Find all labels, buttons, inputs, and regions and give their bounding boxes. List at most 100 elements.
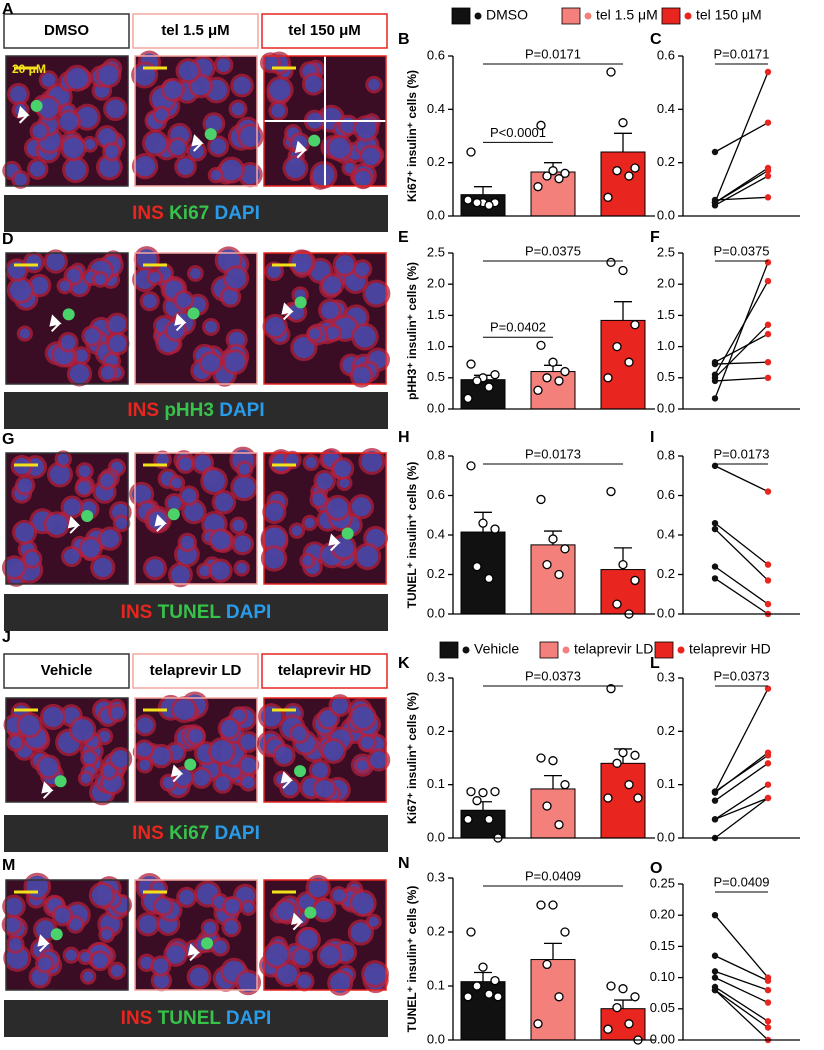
paired-line	[714, 797, 769, 820]
data-point	[711, 360, 719, 368]
data-point	[618, 559, 628, 570]
nucleus	[81, 539, 100, 558]
y-tick-label: 2.5	[427, 244, 445, 259]
legend-dot	[474, 12, 482, 20]
y-tick-label: 1.0	[427, 338, 445, 353]
paired-line	[714, 324, 769, 379]
nucleus	[15, 522, 35, 542]
group-header-box	[132, 13, 259, 49]
data-point	[630, 750, 640, 760]
nucleus	[155, 108, 168, 121]
nucleus	[231, 102, 245, 116]
data-point	[463, 393, 473, 404]
nucleus	[181, 488, 197, 504]
micrograph-frame	[5, 879, 129, 991]
data-point	[554, 820, 564, 830]
data-point	[764, 374, 772, 381]
nucleus	[312, 493, 325, 506]
group-header-box	[3, 13, 130, 49]
nucleus	[304, 517, 315, 528]
paired-line	[714, 970, 769, 991]
data-point	[618, 984, 628, 994]
y-tick-label: 0.0	[427, 605, 445, 620]
nucleus	[138, 915, 158, 934]
nucleus	[59, 280, 71, 292]
nucleus	[238, 972, 259, 993]
bar	[600, 569, 646, 615]
significance-label: P=0.0375	[713, 243, 769, 258]
nucleus	[171, 477, 183, 489]
nucleus	[203, 470, 225, 492]
nucleus	[94, 273, 106, 285]
data-point	[472, 561, 482, 572]
nucleus	[106, 99, 125, 119]
nucleus	[204, 320, 217, 333]
stain-word: TUNEL	[158, 602, 222, 623]
significance-label: P<0.0001	[490, 125, 546, 140]
micrograph-frame	[5, 252, 129, 385]
data-point	[554, 174, 564, 184]
nucleus	[339, 477, 350, 488]
nucleus	[242, 776, 255, 789]
group-header: Vehicle	[41, 662, 93, 679]
nucleus	[66, 268, 81, 283]
nucleus	[166, 945, 185, 964]
legend-label: telaprevir LD	[574, 641, 653, 657]
nucleus	[72, 719, 94, 741]
nucleus	[292, 726, 307, 741]
stain-word: INS	[121, 1008, 153, 1029]
paired-line	[714, 280, 769, 376]
data-point	[536, 494, 546, 505]
micrograph-frame	[134, 452, 258, 585]
micrograph	[5, 249, 130, 387]
y-tick-label: 0.6	[657, 487, 675, 502]
nucleus	[42, 706, 64, 728]
nucleus	[91, 884, 113, 906]
nucleus	[210, 169, 222, 181]
panel-letter: B	[398, 31, 410, 48]
positive-nucleus	[294, 765, 307, 778]
paired-line	[714, 797, 769, 839]
data-point	[633, 793, 643, 803]
data-point	[484, 573, 494, 584]
nucleus	[167, 496, 182, 510]
nucleus	[155, 898, 171, 914]
arrow	[187, 943, 201, 962]
data-point	[764, 781, 772, 788]
group-header-box	[3, 653, 130, 689]
data-point	[606, 257, 616, 268]
micrograph-frame	[5, 697, 129, 803]
paired-line	[714, 955, 769, 982]
nucleus	[38, 98, 59, 118]
nucleus	[243, 902, 254, 913]
paired-line	[714, 361, 769, 365]
y-tick-label: 0.0	[427, 400, 445, 415]
nucleus	[330, 972, 351, 993]
y-tick-label: 1.5	[657, 307, 675, 322]
nucleus	[189, 967, 209, 987]
y-tick-label: 0.0	[657, 400, 675, 415]
nucleus	[312, 164, 335, 186]
y-tick-label: 0.2	[427, 566, 445, 581]
data-point	[764, 977, 772, 984]
data-point	[711, 968, 719, 975]
nucleus	[46, 252, 65, 271]
data-point	[618, 748, 628, 758]
nucleus	[327, 497, 348, 519]
paired-line	[714, 377, 769, 382]
data-point	[484, 814, 494, 824]
positive-nucleus	[187, 307, 200, 320]
data-point	[711, 525, 719, 533]
data-point	[764, 330, 772, 338]
y-tick-label: 0.2	[657, 154, 675, 169]
positive-nucleus	[341, 527, 354, 540]
stain-word: DAPI	[214, 203, 259, 224]
nucleus	[111, 750, 130, 768]
arrow	[174, 313, 187, 332]
data-point	[630, 163, 640, 173]
nucleus	[153, 958, 169, 974]
nucleus	[265, 503, 284, 522]
nucleus	[170, 565, 190, 585]
group-header-box	[261, 653, 388, 689]
data-point	[472, 796, 482, 806]
